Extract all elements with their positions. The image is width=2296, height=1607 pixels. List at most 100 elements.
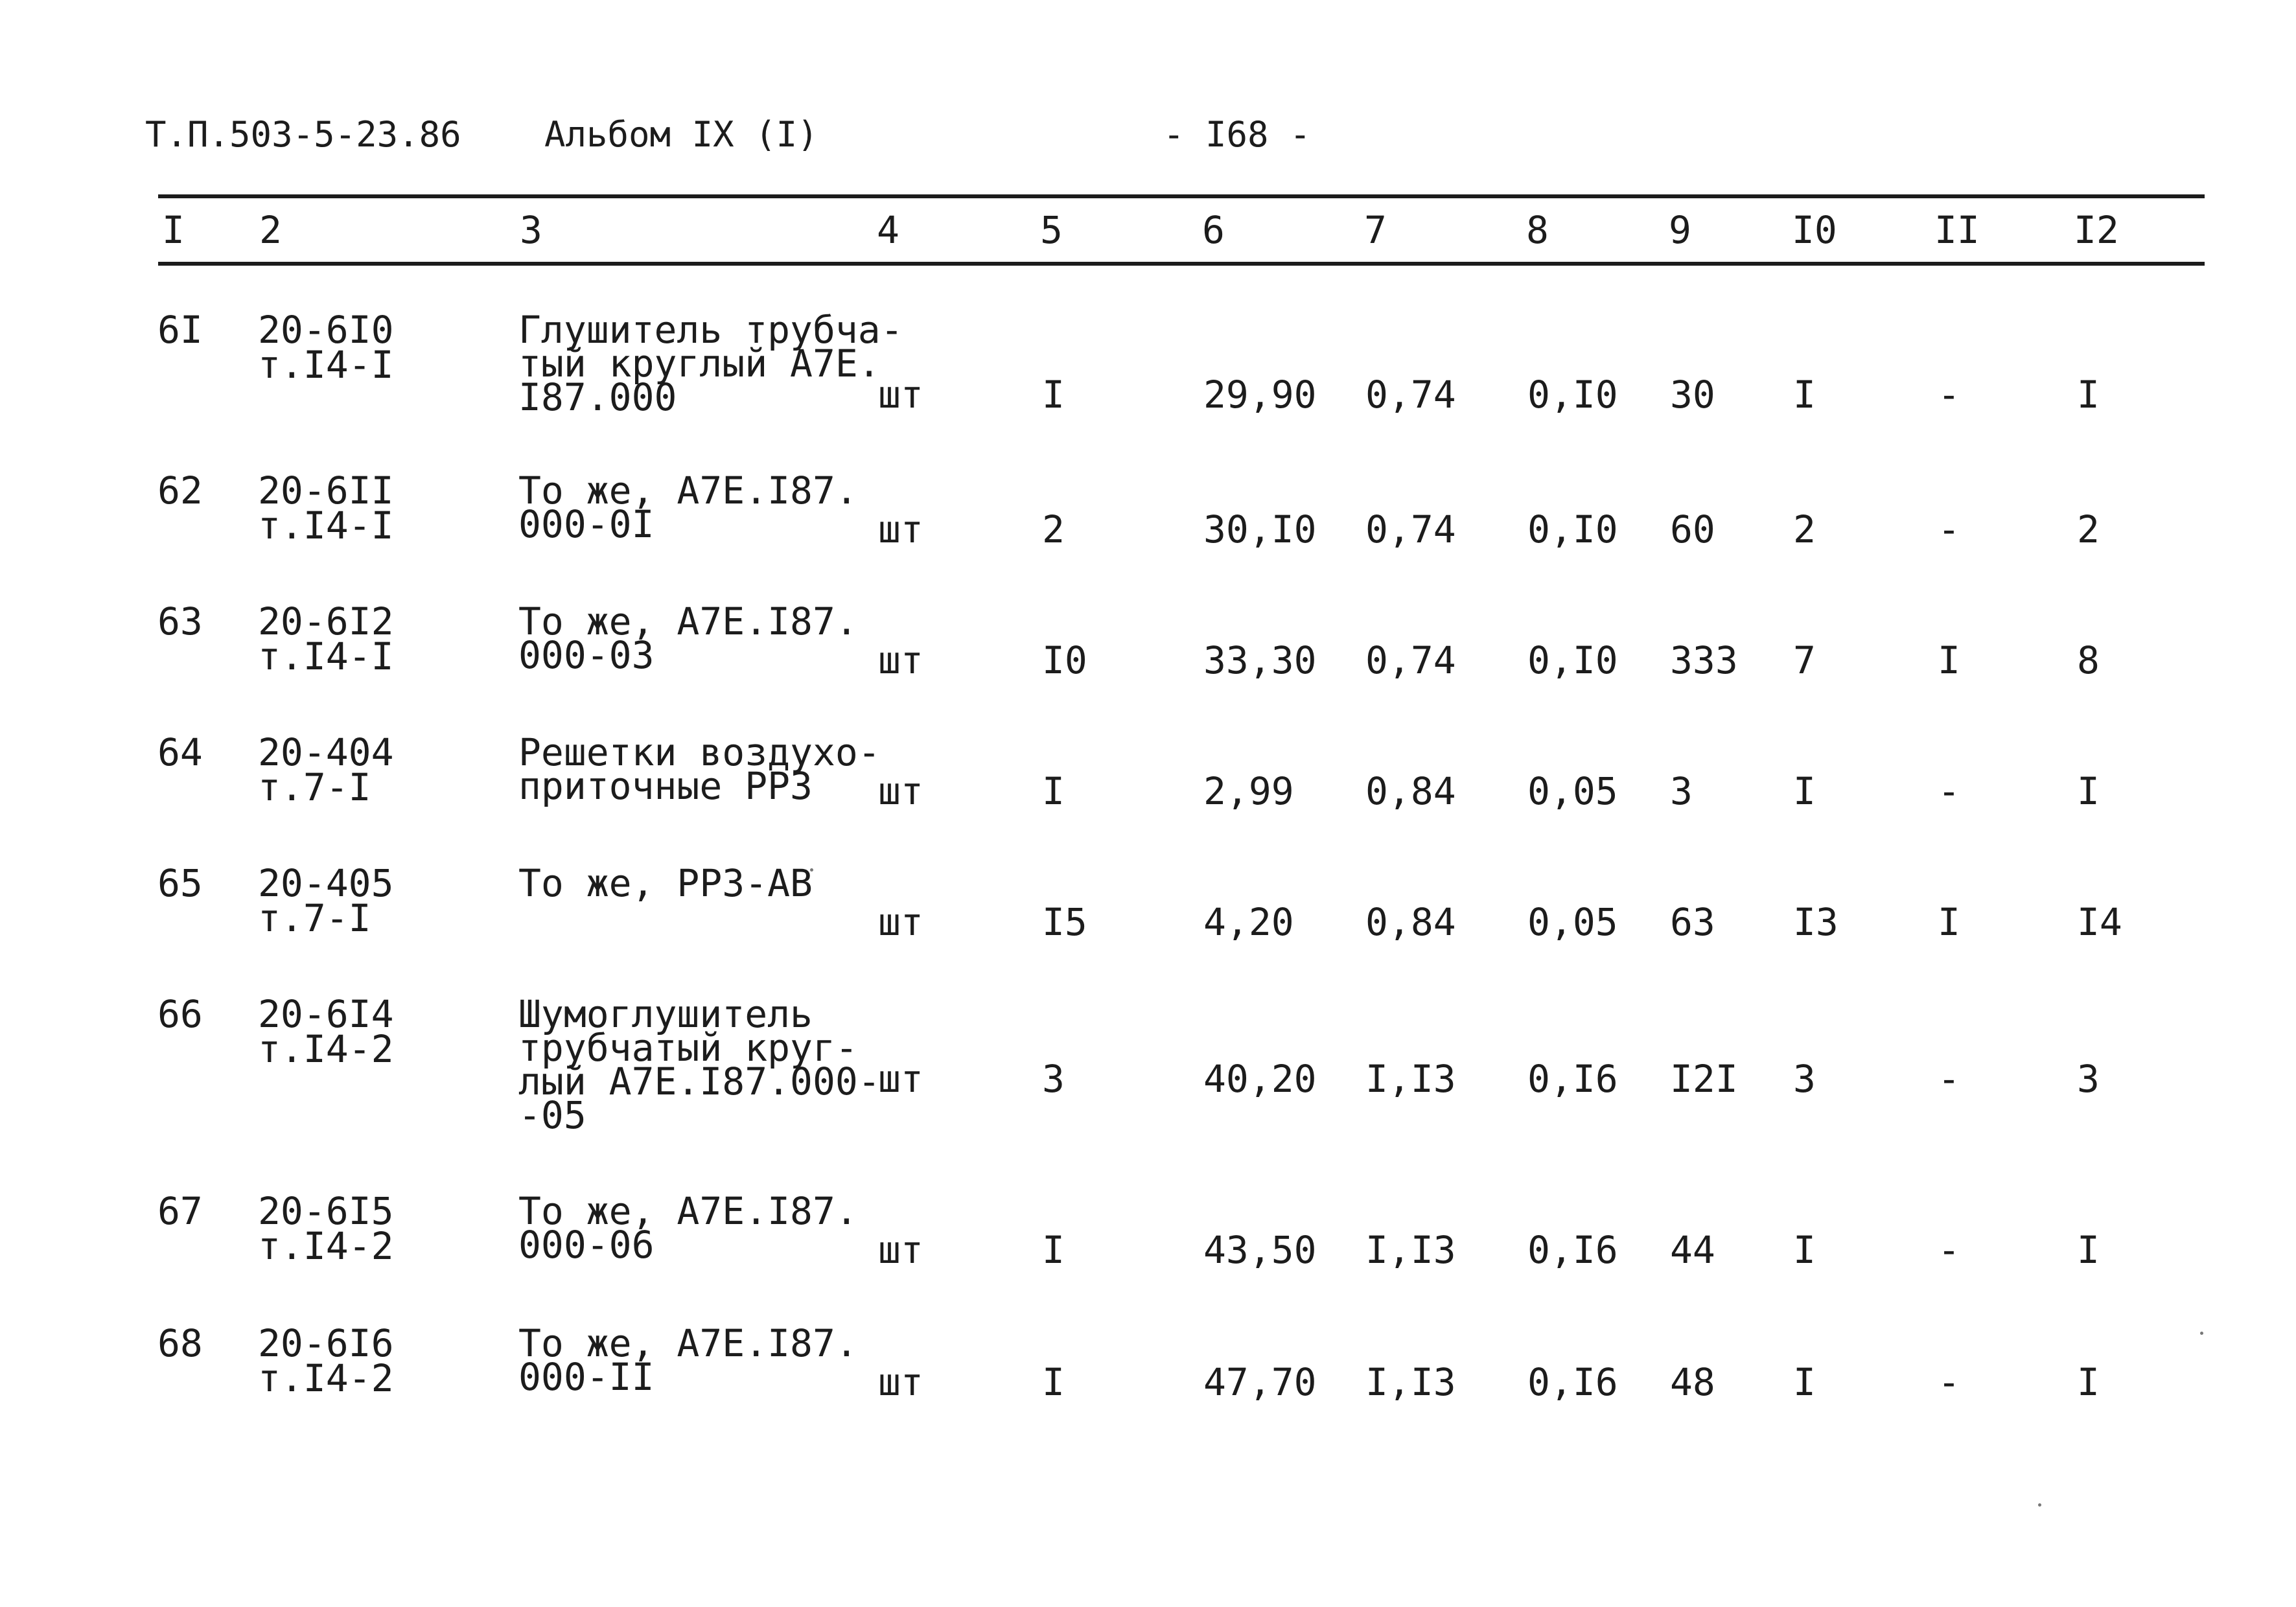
- document-code: Т.П.503-5-23.86: [145, 114, 461, 155]
- cell-col8: 0,I0: [1527, 507, 1618, 551]
- cell-col10: I: [1793, 373, 1816, 417]
- cell-col8: 0,I6: [1527, 1360, 1618, 1404]
- column-header: I: [162, 208, 185, 252]
- album-label: Альбом IX (I): [544, 114, 818, 155]
- cell-col6: 29,90: [1203, 373, 1317, 417]
- cell-col9: 63: [1670, 900, 1715, 944]
- cell-description-line: I87.000: [518, 375, 677, 419]
- cell-row-number: 68: [157, 1321, 203, 1365]
- cell-description-line: То же, А7Е.I87.: [518, 599, 858, 643]
- cell-col6: 43,50: [1203, 1228, 1317, 1272]
- cell-col7: 0,84: [1365, 769, 1456, 813]
- cell-col11: -: [1938, 1228, 1960, 1272]
- column-header: 9: [1669, 208, 1691, 252]
- cell-table-ref: т.I4-I: [258, 343, 394, 387]
- table-top-rule: [158, 194, 2205, 198]
- cell-col11: I: [1938, 638, 1960, 682]
- cell-col11: -: [1938, 1057, 1960, 1101]
- cell-description-line: 000-06: [518, 1223, 655, 1267]
- cell-col10: I: [1793, 769, 1816, 813]
- cell-code: 20-6I4: [258, 992, 394, 1036]
- cell-description-line: 000-0I: [518, 502, 655, 546]
- cell-col12: 3: [2077, 1057, 2100, 1101]
- cell-quantity: I: [1042, 769, 1065, 813]
- cell-quantity: I: [1042, 1360, 1065, 1404]
- cell-col8: 0,I0: [1527, 373, 1618, 417]
- cell-col7: I,I3: [1365, 1057, 1456, 1101]
- cell-table-ref: т.I4-2: [258, 1356, 394, 1400]
- cell-unit: шт: [878, 373, 923, 417]
- cell-unit: шт: [878, 900, 923, 944]
- cell-col7: I,I3: [1365, 1228, 1456, 1272]
- column-header: 3: [520, 208, 542, 252]
- cell-col11: -: [1938, 507, 1960, 551]
- cell-quantity: 2: [1042, 507, 1065, 551]
- cell-col9: 44: [1670, 1228, 1715, 1272]
- cell-col9: 3: [1670, 769, 1693, 813]
- cell-col6: 33,30: [1203, 638, 1317, 682]
- column-header: I0: [1792, 208, 1837, 252]
- column-header: II: [1934, 208, 1980, 252]
- scan-speck: [2038, 1503, 2041, 1507]
- cell-col10: 3: [1793, 1057, 1816, 1101]
- cell-unit: шт: [878, 638, 923, 682]
- cell-col8: 0,05: [1527, 769, 1618, 813]
- cell-table-ref: т.I4-I: [258, 503, 394, 548]
- cell-code: 20-6I6: [258, 1321, 394, 1365]
- cell-col12: I4: [2077, 900, 2122, 944]
- cell-col7: 0,74: [1365, 507, 1456, 551]
- cell-row-number: 64: [157, 730, 203, 774]
- cell-table-ref: т.I4-2: [258, 1224, 394, 1268]
- cell-quantity: 3: [1042, 1057, 1065, 1101]
- cell-col12: I: [2077, 373, 2100, 417]
- cell-col8: 0,I0: [1527, 638, 1618, 682]
- cell-code: 20-404: [258, 730, 394, 774]
- cell-col7: I,I3: [1365, 1360, 1456, 1404]
- cell-col6: 2,99: [1203, 769, 1294, 813]
- cell-unit: шт: [878, 1360, 923, 1404]
- cell-row-number: 67: [157, 1189, 203, 1233]
- cell-col10: I: [1793, 1228, 1816, 1272]
- cell-description-line: Глушитель трубча-: [518, 308, 903, 352]
- cell-row-number: 66: [157, 992, 203, 1036]
- scan-speck: [2200, 1332, 2203, 1335]
- column-header: I2: [2074, 208, 2119, 252]
- cell-table-ref: т.7-I: [258, 765, 371, 809]
- cell-code: 20-6I2: [258, 599, 394, 643]
- table-header-rule: [158, 262, 2205, 266]
- cell-col11: -: [1938, 373, 1960, 417]
- cell-col7: 0,74: [1365, 373, 1456, 417]
- cell-col7: 0,84: [1365, 900, 1456, 944]
- cell-col10: I: [1793, 1360, 1816, 1404]
- cell-quantity: I5: [1042, 900, 1087, 944]
- cell-col10: I3: [1793, 900, 1838, 944]
- cell-quantity: I: [1042, 373, 1065, 417]
- cell-col11: -: [1938, 1360, 1960, 1404]
- cell-description-line: -05: [518, 1093, 586, 1137]
- cell-col9: 48: [1670, 1360, 1715, 1404]
- cell-quantity: I0: [1042, 638, 1087, 682]
- column-header: 5: [1040, 208, 1063, 252]
- cell-col10: 7: [1793, 638, 1816, 682]
- cell-description-line: 000-03: [518, 633, 655, 677]
- scan-speck: [810, 868, 813, 872]
- cell-unit: шт: [878, 1228, 923, 1272]
- cell-description-line: То же, А7Е.I87.: [518, 468, 858, 513]
- cell-description-line: Решетки воздухо-: [518, 730, 881, 774]
- cell-description-line: трубчатый круг-: [518, 1026, 858, 1070]
- cell-code: 20-6I0: [258, 308, 394, 352]
- cell-col8: 0,I6: [1527, 1057, 1618, 1101]
- cell-unit: шт: [878, 1057, 923, 1101]
- cell-col6: 47,70: [1203, 1360, 1317, 1404]
- column-header: 6: [1202, 208, 1225, 252]
- cell-col12: I: [2077, 1228, 2100, 1272]
- cell-col9: 333: [1670, 638, 1738, 682]
- cell-col6: 40,20: [1203, 1057, 1317, 1101]
- cell-description-line: 000-II: [518, 1355, 655, 1399]
- cell-code: 20-6II: [258, 468, 394, 513]
- cell-description-line: лый А7Е.I87.000-: [518, 1059, 881, 1104]
- cell-col11: I: [1938, 900, 1960, 944]
- cell-row-number: 65: [157, 861, 203, 905]
- cell-col12: 2: [2077, 507, 2100, 551]
- cell-table-ref: т.I4-2: [258, 1027, 394, 1071]
